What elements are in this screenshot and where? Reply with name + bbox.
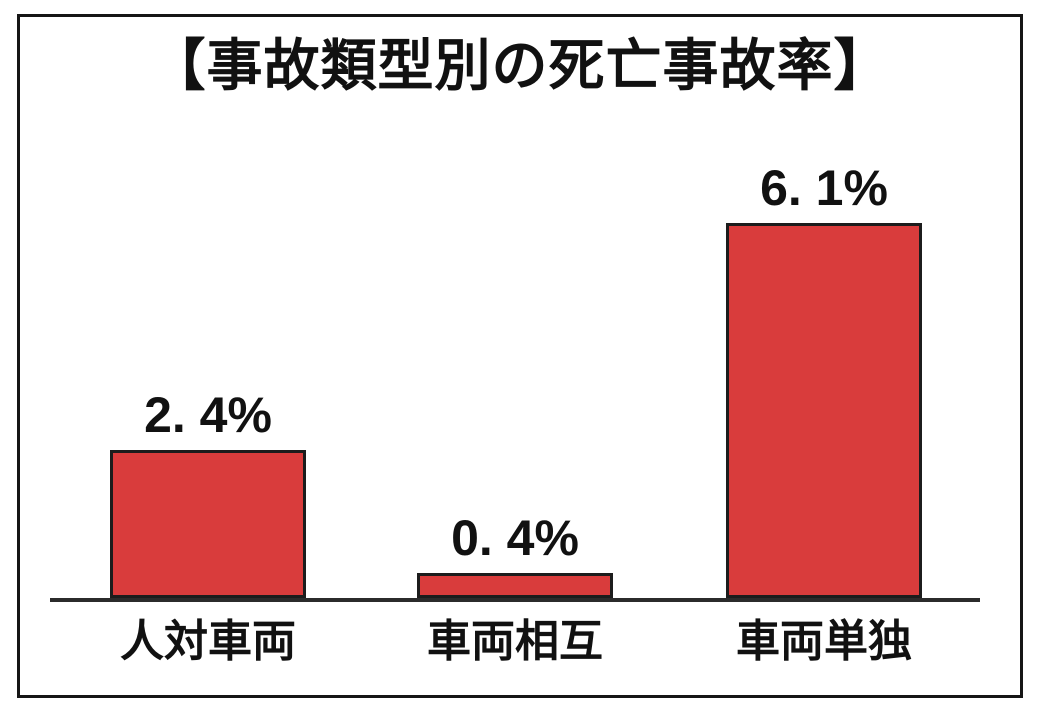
value-label-single-vehicle: 6. 1%	[760, 160, 888, 216]
x-axis-line	[50, 598, 980, 602]
bar-single-vehicle	[726, 223, 922, 598]
bar-vehicle-vs-vehicle	[417, 573, 613, 598]
bar-group-vehicle-vs-vehicle: 0. 4% 車両相互	[417, 0, 613, 664]
category-label-single-vehicle: 車両単独	[736, 617, 912, 666]
category-label-vehicle-vs-vehicle: 車両相互	[427, 617, 603, 666]
chart-title: 【事故類型別の死亡事故率】	[149, 34, 891, 97]
value-label-vehicle-vs-vehicle: 0. 4%	[451, 510, 579, 566]
value-label-person-vs-vehicle: 2. 4%	[144, 387, 272, 443]
category-label-person-vs-vehicle: 人対車両	[120, 617, 296, 666]
bar-person-vs-vehicle	[110, 450, 306, 598]
bar-group-person-vs-vehicle: 2. 4% 人対車両	[110, 0, 306, 664]
bar-group-single-vehicle: 6. 1% 車両単独	[726, 0, 922, 664]
